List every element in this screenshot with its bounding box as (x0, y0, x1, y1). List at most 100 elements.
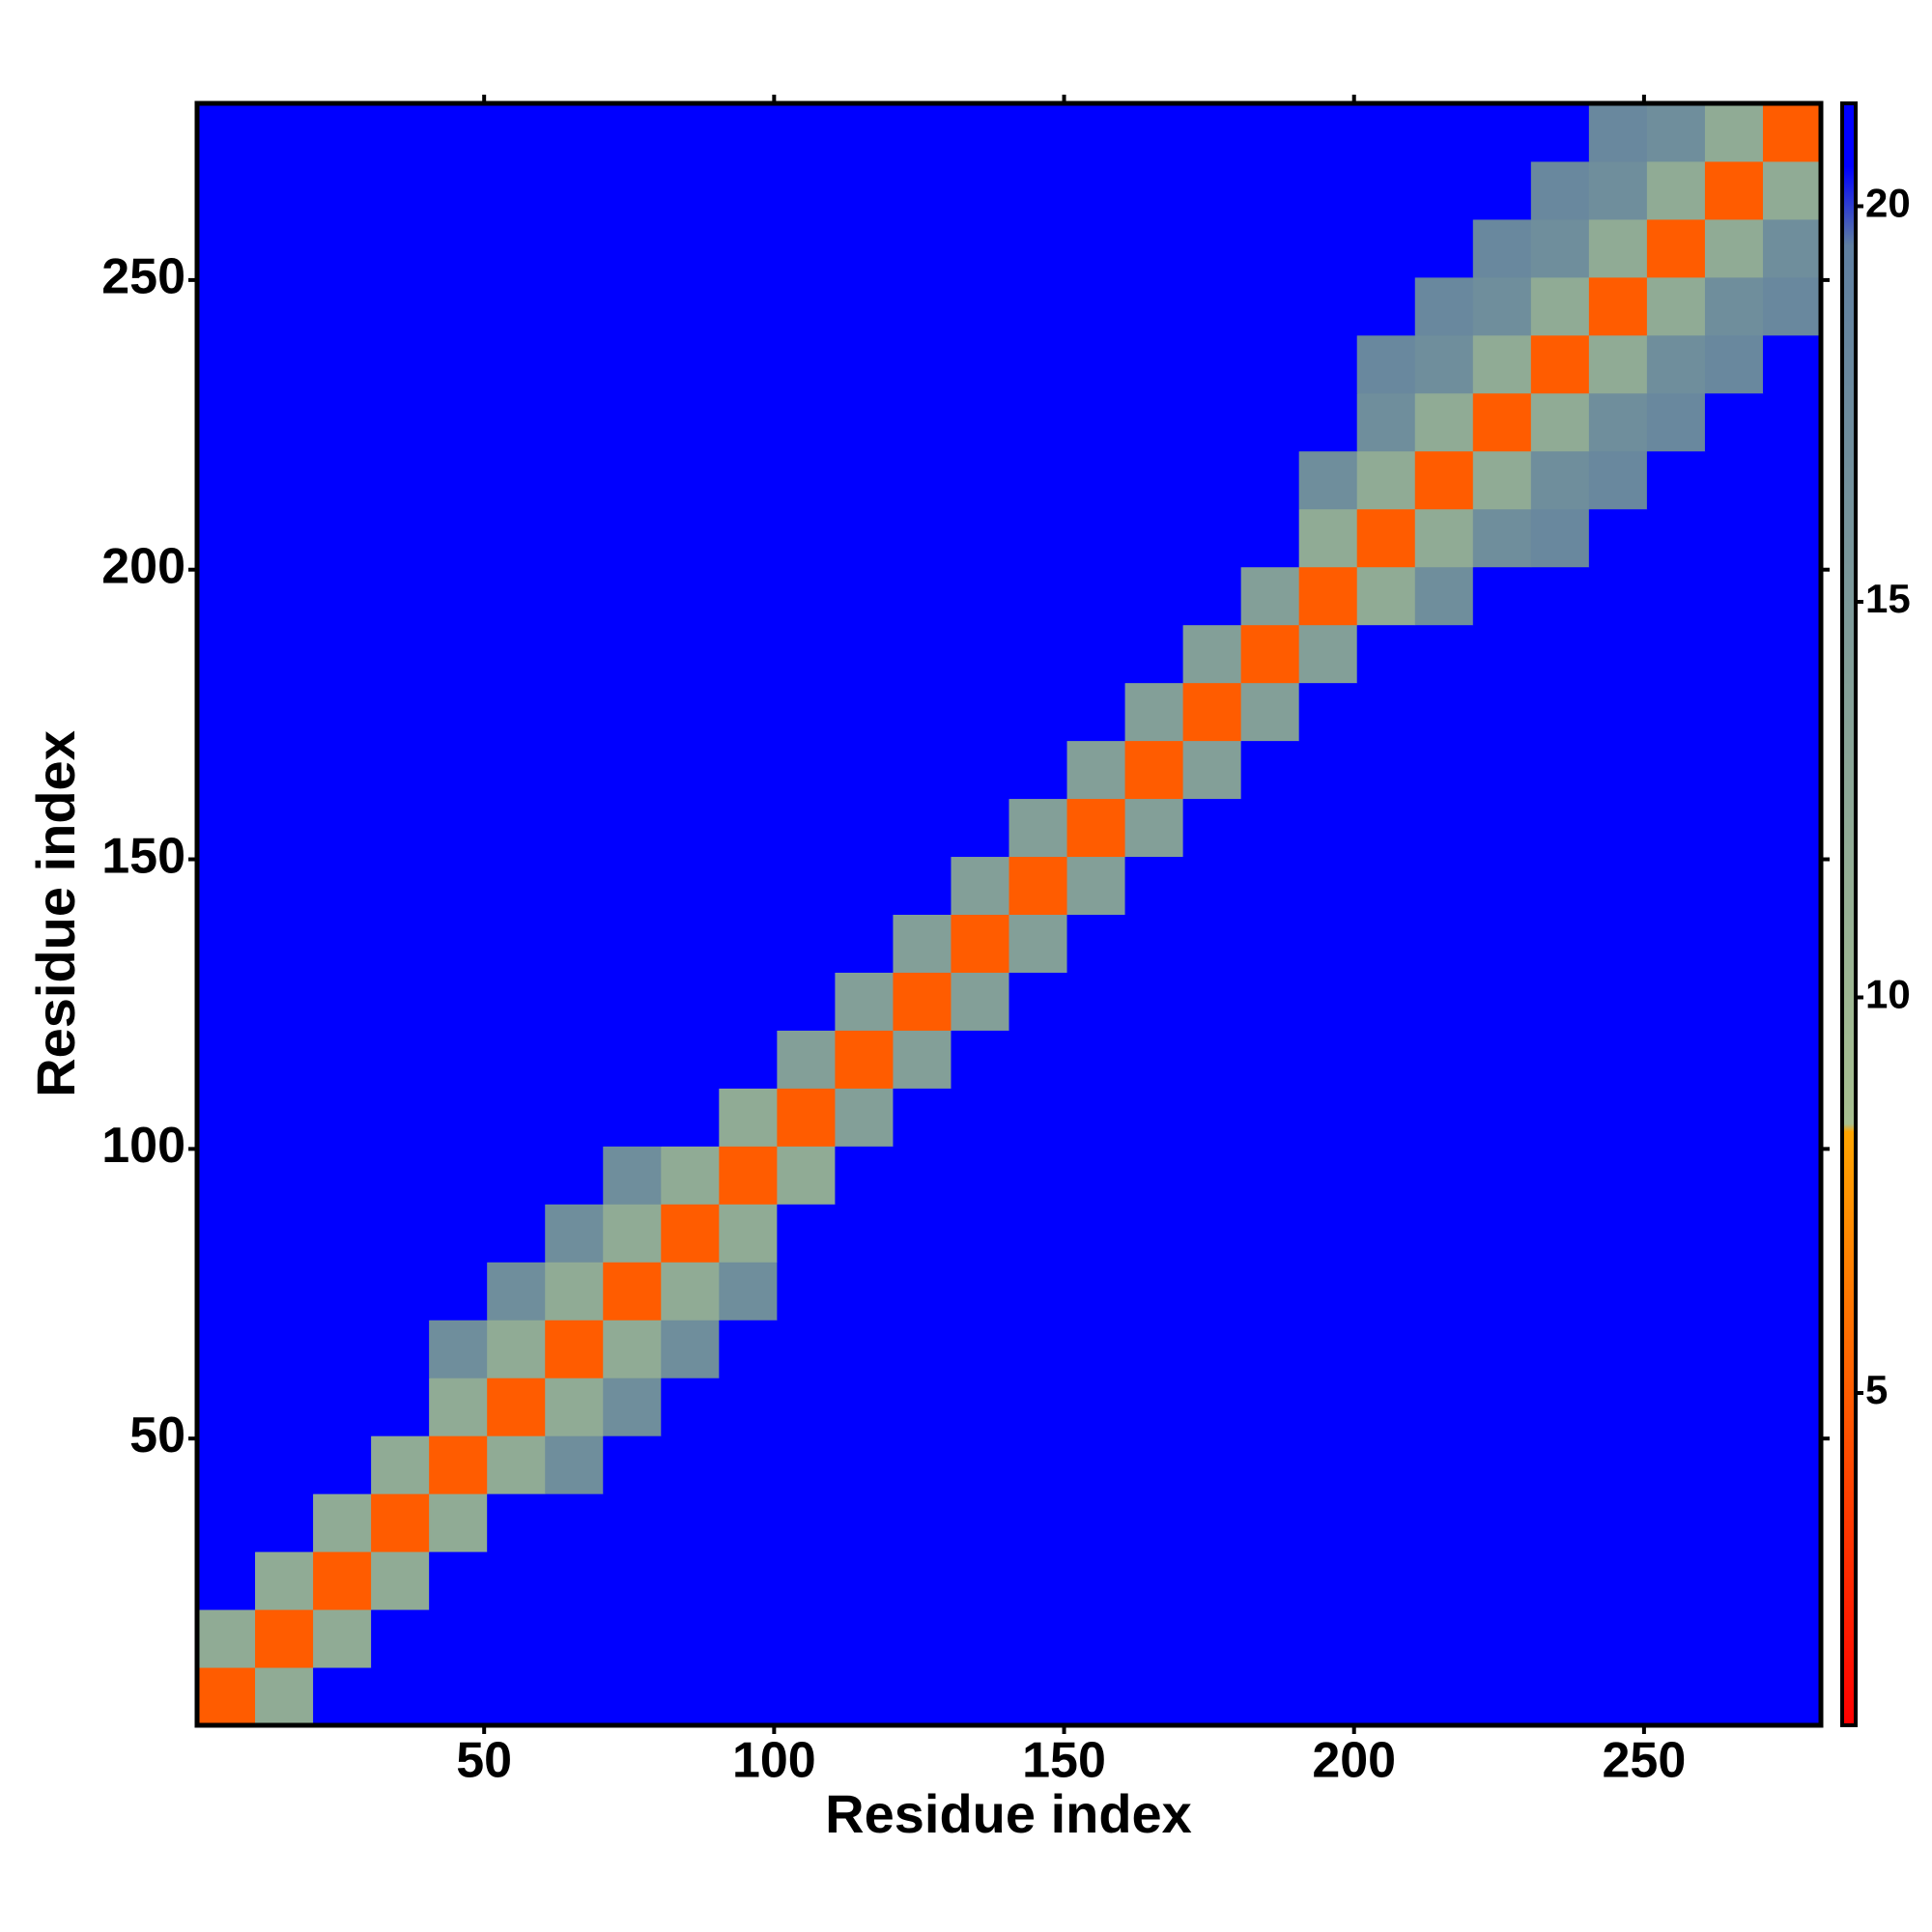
heatmap-cell (1009, 1378, 1068, 1436)
heatmap-cell (893, 1320, 952, 1378)
heatmap-cell (1124, 1320, 1184, 1378)
heatmap-cell (1588, 1204, 1648, 1263)
heatmap-cell (1588, 1551, 1648, 1610)
heatmap-cell (603, 218, 662, 278)
heatmap-cell (313, 276, 372, 336)
heatmap-cell (777, 856, 836, 915)
heatmap-cell (545, 1609, 604, 1668)
heatmap-cell (719, 508, 778, 568)
heatmap-cell (313, 624, 372, 684)
heatmap-cell (1124, 1146, 1184, 1205)
heatmap-cell (1009, 508, 1068, 568)
heatmap-cell (1066, 682, 1126, 742)
heatmap-cell (255, 450, 314, 510)
heatmap-cell (1066, 1204, 1126, 1263)
heatmap-cell (1240, 972, 1300, 1031)
heatmap-cell (1704, 1493, 1764, 1552)
heatmap-cell (487, 1551, 546, 1610)
heatmap-cell (1298, 1204, 1358, 1263)
heatmap-cell (661, 1262, 720, 1321)
heatmap-cell (1646, 1262, 1706, 1321)
heatmap-cell (1182, 1667, 1242, 1726)
heatmap-cell (255, 1204, 314, 1263)
heatmap-cell (1240, 1435, 1300, 1494)
heatmap-cell (603, 1320, 662, 1378)
heatmap-cell (1066, 1146, 1126, 1205)
heatmap-cell (197, 1609, 256, 1668)
x-axis-label: Residue index (825, 1783, 1192, 1844)
heatmap-cell (603, 1493, 662, 1552)
colorbar-tick-label: 15 (1865, 576, 1911, 621)
heatmap-cell (371, 914, 430, 973)
heatmap-cell (951, 1030, 1009, 1089)
heatmap-cell (835, 914, 894, 973)
heatmap-cell (1646, 566, 1706, 626)
heatmap-cell (1646, 798, 1706, 858)
heatmap-cell (603, 392, 662, 452)
heatmap-cell (197, 972, 256, 1031)
heatmap-cell (1530, 1435, 1590, 1494)
heatmap-cell (1762, 334, 1822, 394)
heatmap-cell (1414, 1204, 1474, 1263)
heatmap-cell (429, 914, 488, 973)
heatmap-cell (487, 1378, 546, 1436)
heatmap-cell (1356, 740, 1416, 800)
heatmap-cell (1646, 508, 1706, 568)
heatmap-cell (313, 218, 372, 278)
heatmap-cell (951, 334, 1009, 394)
heatmap-cell (1356, 1551, 1416, 1610)
heatmap-cell (1588, 450, 1648, 510)
heatmap-cell (1182, 1378, 1242, 1436)
heatmap-cell (893, 740, 952, 800)
heatmap-cell (1009, 798, 1068, 858)
heatmap-cell (313, 914, 372, 973)
heatmap (197, 103, 1822, 1726)
heatmap-cell (545, 1204, 604, 1263)
heatmap-cell (1182, 218, 1242, 278)
heatmap-cell (1356, 1667, 1416, 1726)
heatmap-cell (1472, 508, 1532, 568)
heatmap-cell (1066, 103, 1126, 162)
heatmap-cell (1182, 334, 1242, 394)
heatmap-cell (1414, 740, 1474, 800)
heatmap-cell (371, 218, 430, 278)
heatmap-cell (951, 740, 1009, 800)
heatmap-cell (1414, 798, 1474, 858)
heatmap-cell (603, 160, 662, 220)
heatmap-cell (1704, 972, 1764, 1031)
heatmap-cell (1240, 392, 1300, 452)
heatmap-cell (1472, 914, 1532, 973)
heatmap-cell (1704, 276, 1764, 336)
heatmap-cell (893, 103, 952, 162)
heatmap-cell (1240, 1493, 1300, 1552)
heatmap-cell (545, 218, 604, 278)
heatmap-cell (603, 856, 662, 915)
heatmap-cell (1762, 740, 1822, 800)
heatmap-cell (719, 1493, 778, 1552)
heatmap-cell (1009, 1262, 1068, 1321)
heatmap-cell (1298, 1609, 1358, 1668)
heatmap-cell (1414, 1493, 1474, 1552)
heatmap-cell (1646, 856, 1706, 915)
heatmap-cell (951, 1493, 1009, 1552)
heatmap-cell (1530, 856, 1590, 915)
heatmap-cell (1240, 276, 1300, 336)
heatmap-cell (1414, 1146, 1474, 1205)
heatmap-cell (429, 1088, 488, 1147)
heatmap-cell (1762, 103, 1822, 162)
heatmap-cell (1124, 218, 1184, 278)
heatmap-cell (835, 1088, 894, 1147)
heatmap-cell (1240, 218, 1300, 278)
heatmap-cell (719, 1609, 778, 1668)
heatmap-cell (1704, 103, 1764, 162)
heatmap-cell (1356, 682, 1416, 742)
heatmap-cell (893, 682, 952, 742)
heatmap-cell (1066, 1378, 1126, 1436)
heatmap-cell (603, 450, 662, 510)
heatmap-cell (197, 1493, 256, 1552)
heatmap-cell (893, 1262, 952, 1321)
heatmap-cell (1066, 392, 1126, 452)
heatmap-cell (1704, 566, 1764, 626)
heatmap-cell (603, 682, 662, 742)
